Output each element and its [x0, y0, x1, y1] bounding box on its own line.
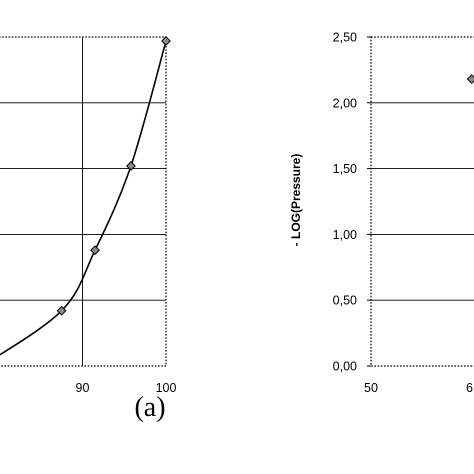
chart-b: 0,00 0,50 1,00 1,50 2,00 2,50 50 6 - LOG(Press… [289, 31, 474, 395]
chart-a-markers [56, 36, 171, 316]
chart-a-gridlines [0, 37, 166, 366]
chart-a: 90 100 (a) [0, 36, 177, 423]
chart-b-y-tick-label: 2,50 [333, 31, 357, 45]
chart-b-gridlines [371, 102, 474, 301]
chart-b-markers [466, 74, 474, 85]
chart-a-x-tick-labels: 90 100 [76, 381, 177, 395]
chart-a-data-point [56, 305, 67, 316]
chart-b-y-tick-labels: 0,00 0,50 1,00 1,50 2,00 2,50 [333, 31, 371, 374]
chart-a-data-point [90, 245, 100, 256]
chart-b-y-tick-label: 1,50 [333, 162, 357, 176]
chart-a-x-tick-label: 90 [76, 381, 90, 395]
chart-b-y-tick-label: 0,50 [333, 294, 357, 308]
chart-a-plot-frame [0, 36, 167, 367]
chart-b-x-tick-label: 6 [466, 381, 473, 395]
chart-a-panel-label: (a) [134, 392, 165, 423]
chart-a-data-point [126, 161, 136, 171]
chart-b-y-tick-label: 1,00 [333, 228, 357, 242]
chart-b-data-point [466, 74, 474, 85]
chart-b-y-axis-label: - LOG(Pressure) [289, 154, 303, 247]
chart-b-x-tick-label: 50 [364, 381, 378, 395]
chart-b-x-tick-labels: 50 6 [364, 381, 473, 395]
chart-b-y-tick-label: 2,00 [333, 96, 357, 110]
chart-a-x-tick-label: 100 [156, 381, 177, 395]
chart-a-data-point [161, 36, 171, 46]
chart-b-plot-frame [370, 36, 474, 367]
chart-b-y-tick-label: 0,00 [333, 360, 357, 374]
chart-a-series-line [0, 40, 167, 356]
